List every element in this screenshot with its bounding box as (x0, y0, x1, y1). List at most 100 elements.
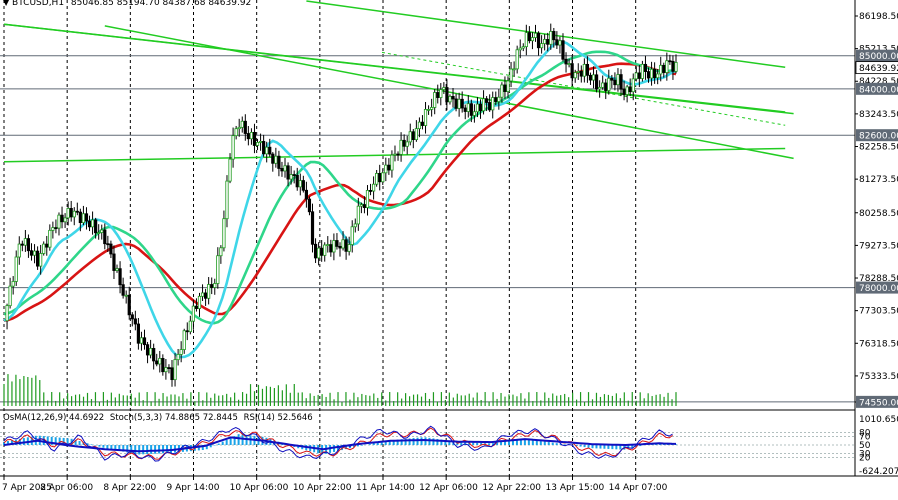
price-tick-label: 79273.50 (859, 241, 898, 251)
candle-body (341, 239, 345, 249)
candle-body (469, 103, 473, 116)
candle-body (118, 268, 122, 286)
candle-body (588, 74, 593, 81)
candle-body (518, 47, 522, 51)
price-level-label: 82600.00 (859, 132, 898, 142)
candle-body (555, 39, 559, 46)
indicator-level-label: 50 (859, 441, 871, 451)
candle-body (451, 95, 455, 100)
candle-body (283, 165, 287, 172)
candle-body (393, 153, 397, 156)
candles (5, 23, 678, 387)
candle-body (478, 103, 483, 112)
candle-body (127, 294, 131, 316)
price-level-tag (856, 281, 898, 294)
candle-body (75, 210, 79, 213)
candle-body (408, 131, 412, 143)
candle-body (594, 74, 599, 90)
candle-body (466, 103, 470, 112)
candle-body (228, 158, 232, 182)
candle-body (371, 183, 376, 192)
candle-body (17, 243, 21, 258)
candle-body (78, 211, 82, 224)
candle-body (384, 164, 388, 174)
candle-body (323, 244, 327, 256)
candle-body (567, 63, 571, 66)
candle-body (304, 189, 309, 200)
candle-body (72, 210, 76, 218)
candle-body (32, 250, 37, 256)
candle-body (8, 285, 12, 307)
time-tick-label: 12 Apr 06:00 (419, 483, 478, 493)
candle-body (326, 244, 330, 246)
candle-body (84, 213, 89, 222)
price-level-tag (856, 129, 898, 142)
osma-bottom-label: -624.2073 (859, 467, 898, 477)
candle-body (179, 349, 183, 355)
candle-body (197, 295, 202, 309)
price-level-tag (856, 395, 898, 408)
candle-body (149, 348, 153, 356)
price-level-label: 78000.00 (859, 284, 898, 294)
candle-body (252, 131, 257, 146)
candle-body (112, 253, 116, 271)
candle-body (57, 214, 61, 229)
candle-body (36, 250, 40, 267)
candle-body (359, 204, 363, 207)
candle-body (543, 39, 547, 44)
candle-body (362, 204, 367, 209)
candle-body (222, 218, 226, 249)
candle-body (200, 292, 205, 297)
price-tick-label: 83243.50 (859, 110, 898, 120)
candle-body (173, 359, 177, 381)
candle-body (265, 146, 269, 155)
candle-body (249, 131, 254, 140)
channel-line-dashed (381, 51, 786, 126)
ema200-line (3, 62, 677, 322)
candle-body (142, 337, 147, 346)
dropdown-triangle-icon[interactable]: ▼ (3, 0, 10, 7)
candle-body (216, 255, 220, 284)
price-level-tag (856, 82, 898, 95)
candle-body (167, 367, 171, 369)
candle-body (607, 77, 611, 91)
time-tick-label: 9 Apr 14:00 (167, 483, 220, 493)
current-price-tag (855, 61, 898, 75)
candle-body (317, 247, 321, 259)
candle-body (338, 245, 342, 249)
candle-body (570, 63, 574, 79)
channel-line (104, 25, 794, 160)
candle-body (301, 180, 305, 191)
candle-body (387, 164, 391, 171)
candle-body (549, 31, 553, 45)
candle-body (454, 98, 458, 109)
candle-body (616, 74, 620, 86)
candle-body (436, 92, 440, 98)
price-levels (0, 55, 855, 403)
candle-body (564, 58, 568, 65)
candle-body (51, 227, 55, 231)
candle-body (139, 337, 144, 344)
stoch-main-line (3, 425, 673, 462)
indicator-level-label: 70 (859, 433, 871, 443)
time-tick-label: 13 Apr 15:00 (546, 483, 605, 493)
candle-body (512, 68, 516, 71)
candle-body (610, 77, 614, 81)
candle-body (558, 40, 562, 46)
candle-body (601, 82, 605, 88)
candle-body (115, 268, 119, 271)
ema144-line (3, 50, 677, 325)
indicator-level-label: 80 (859, 428, 871, 438)
candle-body (457, 98, 461, 109)
candle-body (591, 74, 596, 81)
candle-body (243, 120, 247, 134)
candle-body (365, 190, 370, 209)
candle-body (170, 367, 174, 381)
candle-body (503, 84, 507, 92)
candle-body (604, 82, 608, 91)
candle-body (524, 32, 528, 48)
candle-body (674, 62, 678, 72)
